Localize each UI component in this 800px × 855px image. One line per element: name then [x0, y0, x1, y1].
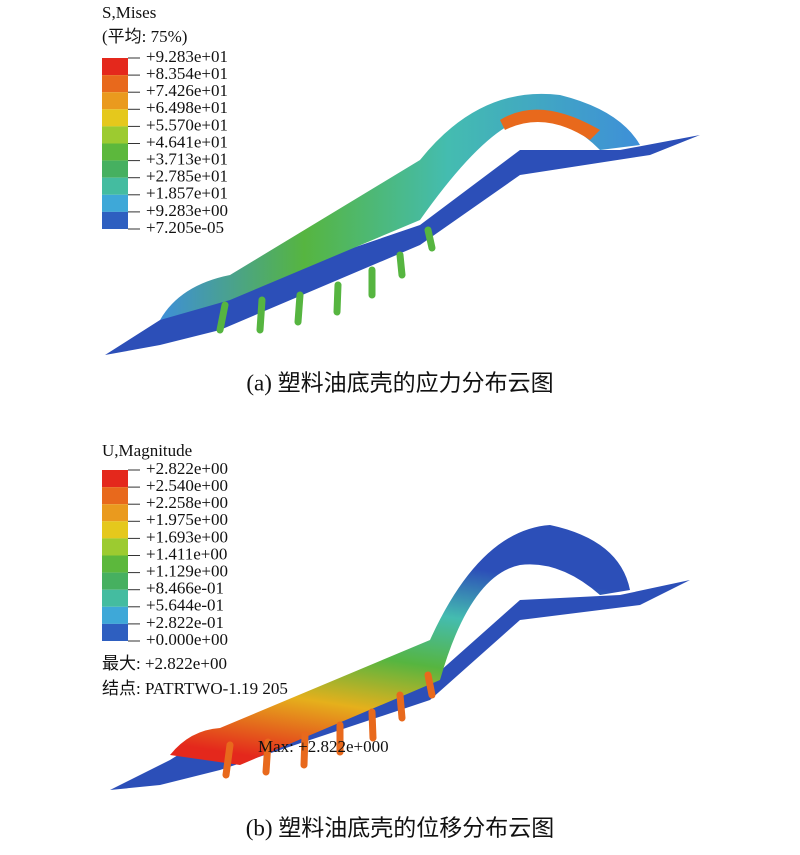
legend-label: +1.129e+00 [146, 562, 228, 581]
legend-swatch [102, 589, 128, 607]
legend-label: +8.466e-01 [146, 579, 224, 598]
legend-title: U,Magnitude [102, 441, 192, 460]
legend-label: +1.411e+00 [146, 544, 227, 563]
legend-label: +0.000e+00 [146, 630, 228, 649]
legend-swatch [102, 521, 128, 539]
legend-label: +9.283e+00 [146, 201, 228, 220]
legend-subtitle: (平均: 75%) [102, 27, 187, 46]
legend-swatch [102, 606, 128, 624]
legend-swatch [102, 92, 128, 110]
legend-label: +9.283e+01 [146, 47, 228, 66]
legend-label: +7.205e-05 [146, 218, 224, 237]
legend-label: +2.822e+00 [146, 459, 228, 478]
legend-swatch [102, 623, 128, 641]
legend-swatch [102, 160, 128, 178]
legend-label: +2.258e+00 [146, 493, 228, 512]
legend-label: +7.426e+01 [146, 81, 228, 100]
legend-title: S,Mises [102, 3, 156, 22]
node-label: 结点: PATRTWO-1.19 205 [102, 679, 288, 698]
legend-swatch [102, 126, 128, 144]
legend-label: +1.693e+00 [146, 527, 228, 546]
legend-swatch [102, 211, 128, 229]
legend-label: +2.822e-01 [146, 613, 224, 632]
legend-label: +6.498e+01 [146, 98, 228, 117]
legend-label: +2.540e+00 [146, 476, 228, 495]
caption: (a) 塑料油底壳的应力分布云图 [246, 370, 553, 395]
legend-label: +3.713e+01 [146, 150, 228, 169]
caption: (b) 塑料油底壳的位移分布云图 [246, 815, 555, 840]
legend-swatch [102, 109, 128, 127]
legend-label: +5.570e+01 [146, 115, 228, 134]
legend-label: +8.354e+01 [146, 64, 228, 83]
legend-swatch [102, 75, 128, 93]
legend-swatch [102, 143, 128, 161]
legend-label: +4.641e+01 [146, 132, 228, 151]
legend-swatch [102, 194, 128, 212]
legend-label: +5.644e-01 [146, 596, 224, 615]
legend-swatch [102, 487, 128, 505]
legend-swatch [102, 58, 128, 76]
legend-label: +1.975e+00 [146, 510, 228, 529]
legend-swatch [102, 177, 128, 195]
legend-label: +1.857e+01 [146, 184, 228, 203]
legend-swatch [102, 538, 128, 556]
legend-swatch [102, 470, 128, 488]
displacement-model [110, 525, 690, 790]
legend-swatch [102, 572, 128, 590]
max-annotation: Max: +2.822e+000 [258, 737, 389, 756]
legend-label: +2.785e+01 [146, 167, 228, 186]
stress-model [105, 93, 700, 355]
legend-swatch [102, 555, 128, 573]
max-label: 最大: +2.822e+00 [102, 654, 227, 673]
legend-swatch [102, 504, 128, 522]
